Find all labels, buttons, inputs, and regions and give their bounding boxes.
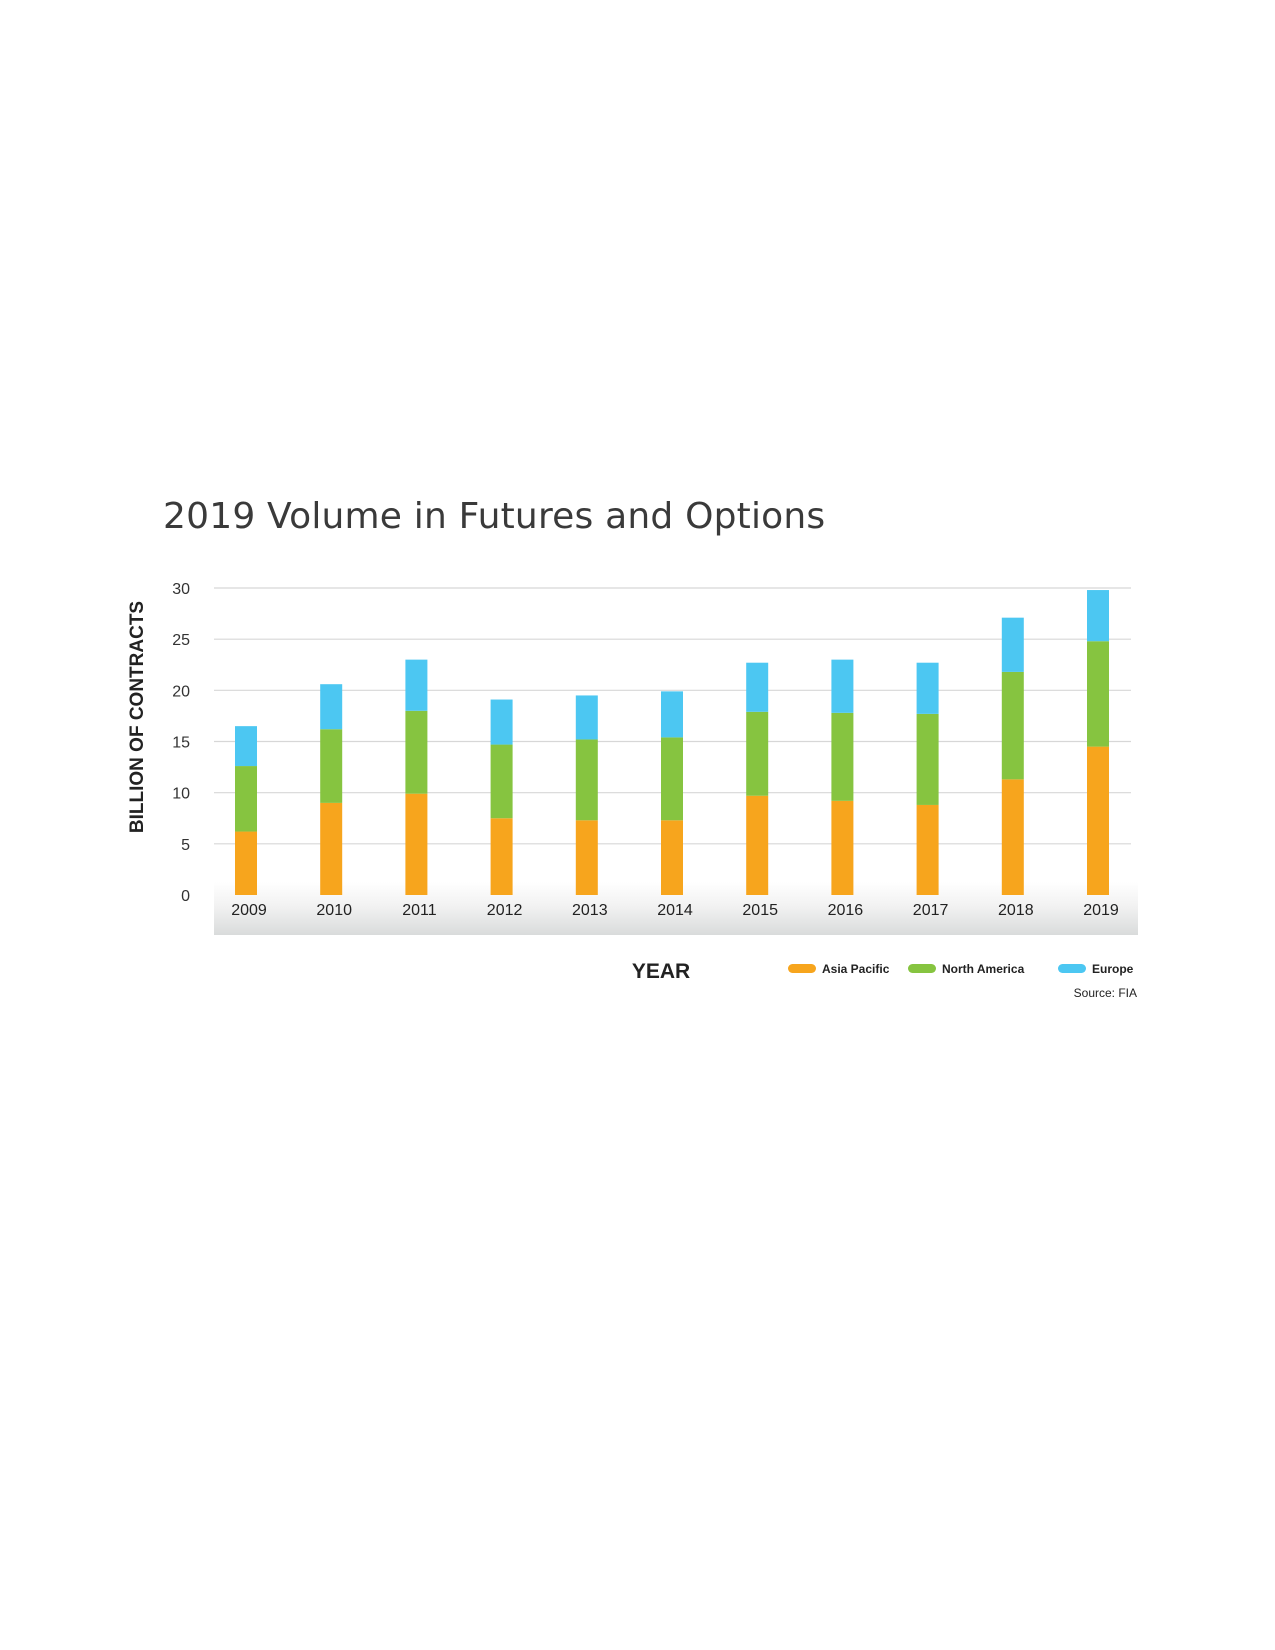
x-tick-label: 2009 bbox=[231, 902, 267, 919]
legend-label-asia-pacific: Asia Pacific bbox=[822, 962, 890, 976]
bar-asia-pacific-2017 bbox=[916, 804, 939, 895]
bar-north-america-2016 bbox=[831, 712, 854, 801]
bar-asia-pacific-2010 bbox=[320, 802, 343, 895]
bar-europe-2017 bbox=[916, 662, 939, 714]
bar-europe-2016 bbox=[831, 659, 854, 713]
bar-asia-pacific-2016 bbox=[831, 800, 854, 895]
bar-europe-2018 bbox=[1001, 617, 1024, 672]
x-tick-label: 2017 bbox=[913, 902, 949, 919]
bar-north-america-2019 bbox=[1087, 641, 1109, 747]
y-tick-label: 20 bbox=[172, 683, 190, 700]
y-tick-label: 5 bbox=[181, 837, 190, 854]
y-tick-label: 25 bbox=[172, 632, 190, 649]
legend-swatch-north-america bbox=[908, 964, 936, 973]
bar-north-america-2011 bbox=[405, 710, 428, 794]
bar-europe-2011 bbox=[405, 659, 428, 711]
bar-asia-pacific-2018 bbox=[1001, 779, 1024, 895]
x-tick-label: 2015 bbox=[742, 902, 778, 919]
bar-asia-pacific-2014 bbox=[661, 820, 683, 895]
bar-north-america-2018 bbox=[1001, 671, 1024, 780]
bar-north-america-2014 bbox=[661, 737, 683, 821]
bars bbox=[235, 590, 1109, 895]
bar-europe-2019 bbox=[1087, 590, 1109, 642]
x-tick-labels: 2009 2010 2011 2012 2013 2014 2015 2016 2017 2018… bbox=[231, 902, 1119, 919]
legend-label-north-america: North America bbox=[942, 962, 1025, 976]
legend-label-europe: Europe bbox=[1092, 962, 1134, 976]
x-tick-label: 2010 bbox=[316, 902, 352, 919]
x-tick-label: 2018 bbox=[998, 902, 1034, 919]
y-tick-label: 30 bbox=[172, 581, 190, 598]
bar-europe-2012 bbox=[490, 699, 513, 745]
bar-asia-pacific-2019 bbox=[1087, 746, 1109, 895]
bar-europe-2014 bbox=[661, 691, 683, 738]
bar-europe-2015 bbox=[746, 662, 769, 712]
bar-north-america-2015 bbox=[746, 711, 769, 796]
x-tick-label: 2012 bbox=[487, 902, 523, 919]
bar-north-america-2009 bbox=[235, 766, 257, 832]
bar-asia-pacific-2013 bbox=[575, 820, 598, 895]
chart-title: 2019 Volume in Futures and Options bbox=[163, 496, 826, 537]
y-tick-label: 0 bbox=[181, 888, 190, 905]
bar-europe-2009 bbox=[235, 726, 257, 767]
x-tick-label: 2019 bbox=[1083, 902, 1119, 919]
source-note: Source: FIA bbox=[1074, 986, 1137, 1000]
y-axis-label: BILLION OF CONTRACTS bbox=[127, 601, 148, 833]
bar-north-america-2010 bbox=[320, 729, 343, 803]
x-tick-label: 2011 bbox=[402, 902, 437, 919]
x-tick-label: 2013 bbox=[572, 902, 608, 919]
legend-swatch-europe bbox=[1058, 964, 1086, 973]
bar-asia-pacific-2011 bbox=[405, 793, 428, 895]
bar-north-america-2017 bbox=[916, 713, 939, 805]
y-tick-label: 15 bbox=[172, 735, 190, 752]
legend-swatch-asia-pacific bbox=[788, 964, 816, 973]
bar-europe-2010 bbox=[320, 684, 343, 730]
bar-asia-pacific-2009 bbox=[235, 831, 257, 895]
x-axis-label: YEAR bbox=[632, 960, 690, 983]
bar-asia-pacific-2015 bbox=[746, 795, 769, 895]
bar-north-america-2012 bbox=[490, 744, 513, 819]
x-tick-label: 2016 bbox=[828, 902, 864, 919]
bar-asia-pacific-2012 bbox=[490, 818, 513, 895]
bar-europe-2013 bbox=[575, 695, 598, 740]
x-tick-label: 2014 bbox=[657, 902, 693, 919]
bar-north-america-2013 bbox=[575, 739, 598, 821]
y-tick-labels: 0 5 10 15 20 25 30 bbox=[172, 581, 190, 905]
legend: Asia Pacific North America Europe bbox=[788, 962, 1134, 976]
y-tick-label: 10 bbox=[172, 786, 190, 803]
